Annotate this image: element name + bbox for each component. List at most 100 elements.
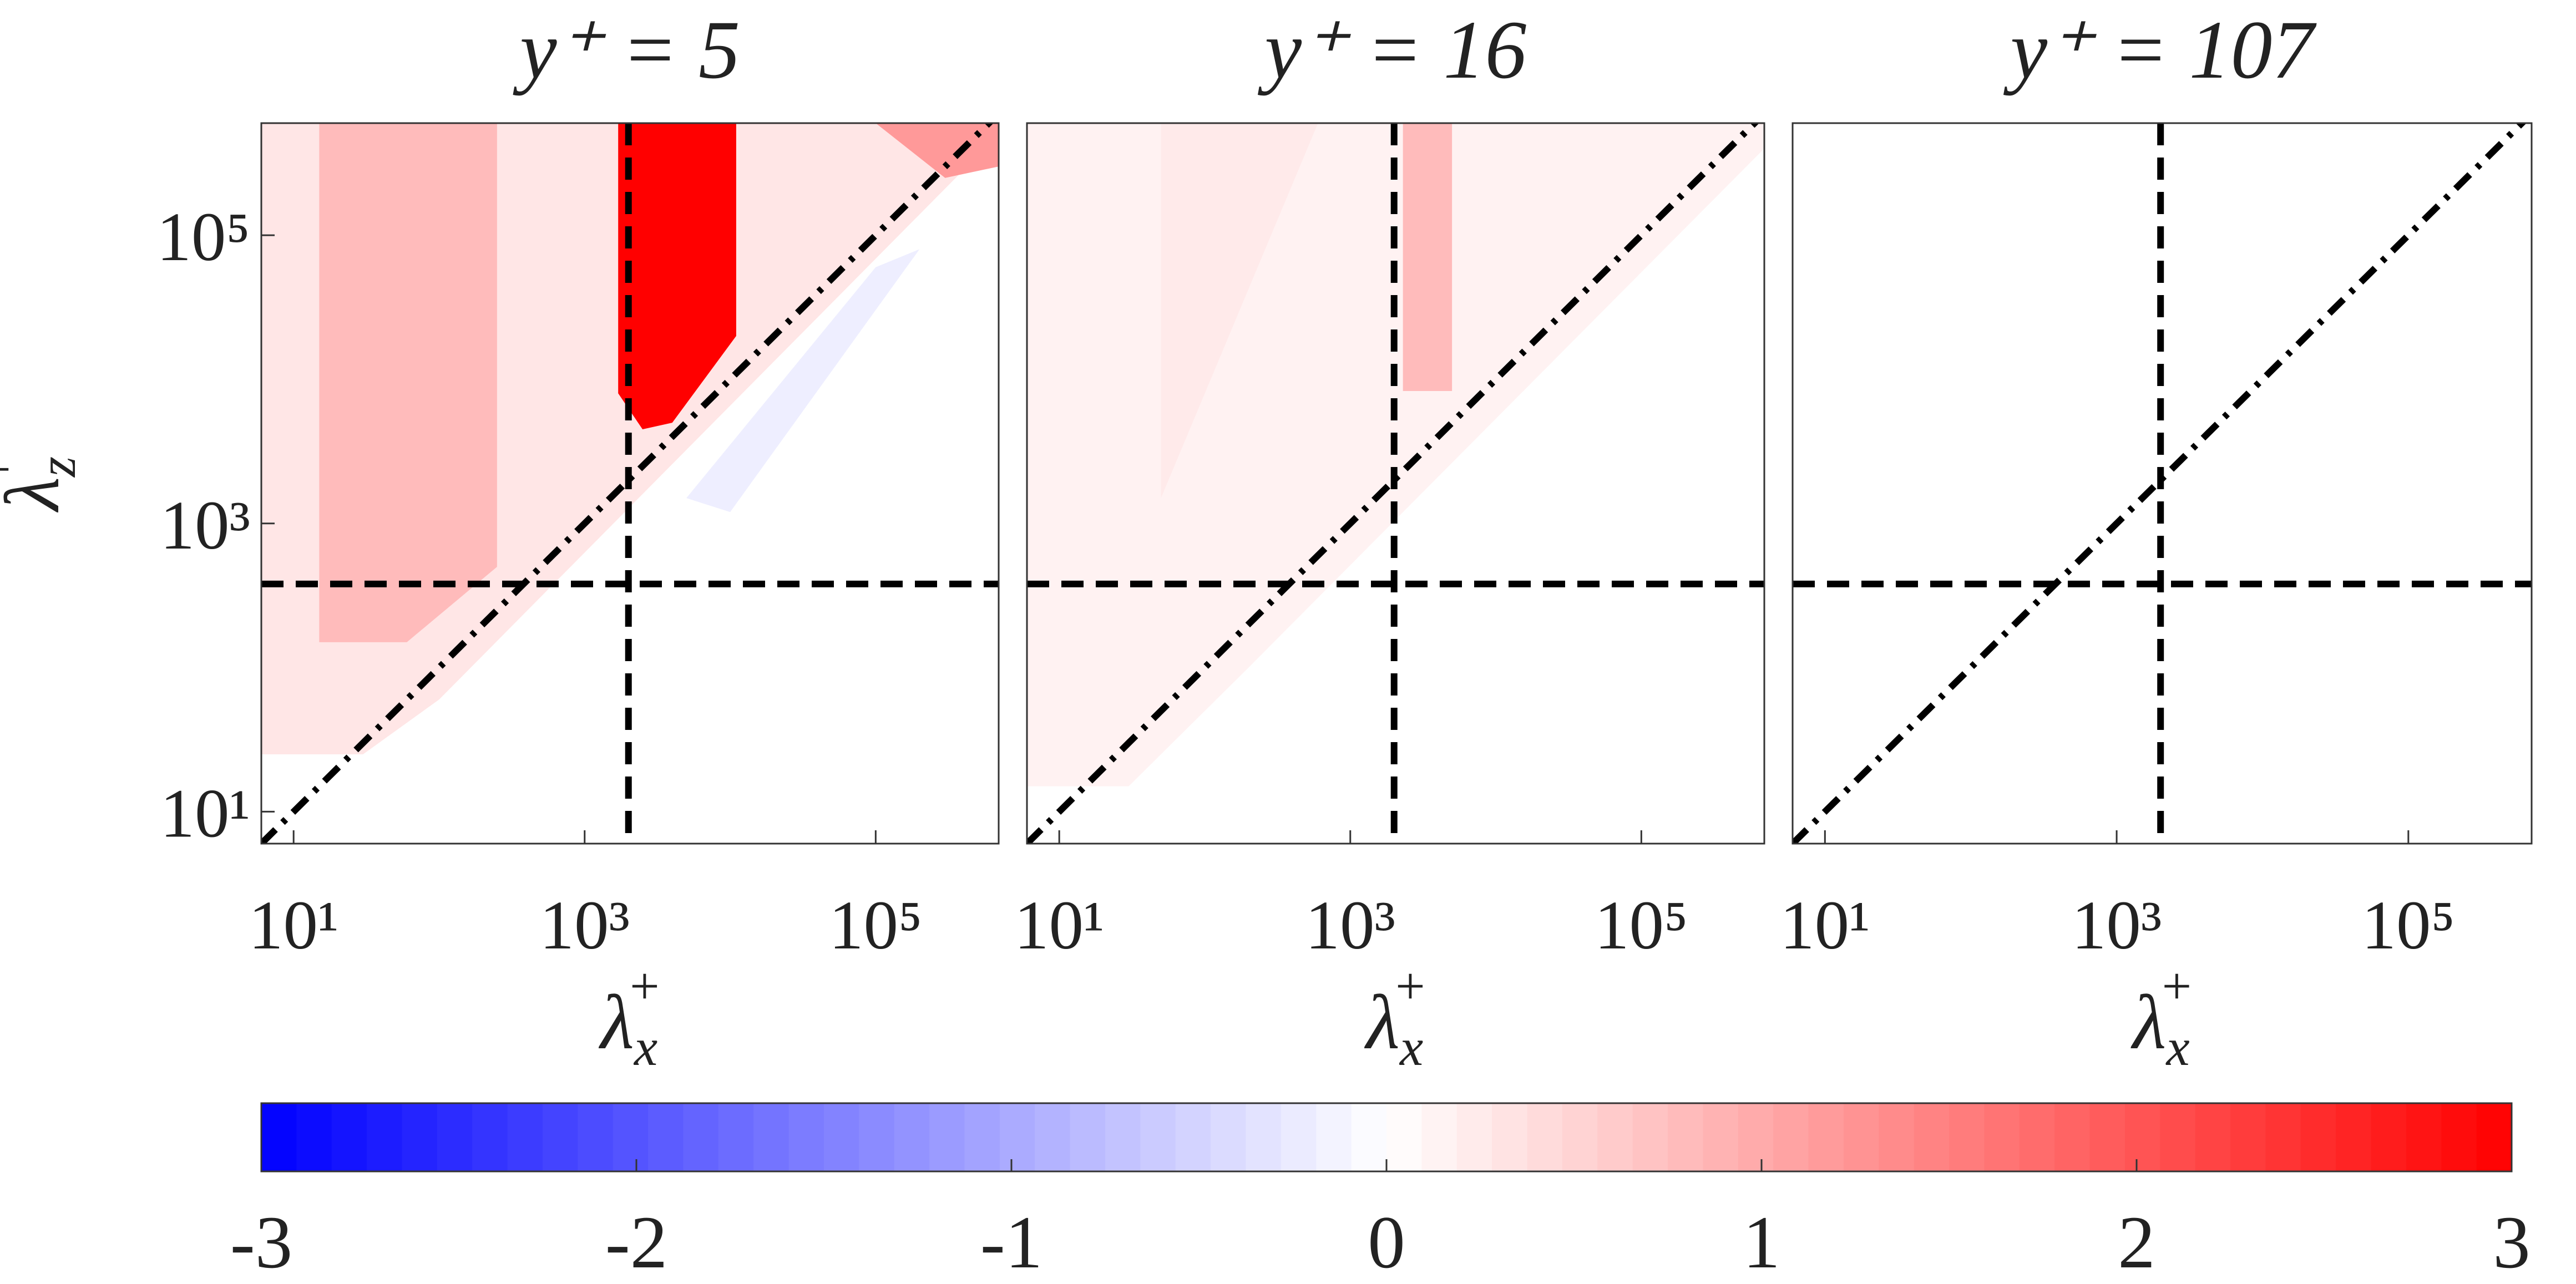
- contour-region: [686, 249, 920, 512]
- label-sub: x: [2165, 1018, 2189, 1077]
- colorbar-band: [753, 1103, 789, 1171]
- contour-region: [1161, 123, 1318, 499]
- colorbar-band: [578, 1103, 614, 1171]
- x-tick-label: 10³: [1305, 887, 1395, 964]
- colorbar-tick-label: 3: [2493, 1201, 2531, 1284]
- colorbar-band: [1808, 1103, 1844, 1171]
- label-base: λ: [1364, 980, 1400, 1065]
- colorbar-band: [1492, 1103, 1528, 1171]
- contour-region: [875, 123, 999, 178]
- colorbar-band: [788, 1103, 824, 1171]
- label-sub: x: [1399, 1018, 1423, 1077]
- colorbar-tick-label: 1: [1743, 1201, 1780, 1284]
- colorbar-band: [1773, 1103, 1809, 1171]
- colorbar-band: [543, 1103, 579, 1171]
- colorbar-band: [1386, 1103, 1423, 1171]
- colorbar-band: [2124, 1103, 2161, 1171]
- label-sub: z: [28, 456, 87, 478]
- colorbar-band: [2476, 1103, 2512, 1171]
- plot-area: [261, 123, 999, 844]
- colorbar-band: [331, 1103, 368, 1171]
- colorbar-band: [1949, 1103, 1985, 1171]
- x-tick-label: 10¹: [1014, 887, 1104, 964]
- colorbar-band: [1984, 1103, 2020, 1171]
- plot-area: [1793, 123, 2532, 844]
- x-tick-label: 10⁵: [2362, 887, 2456, 964]
- colorbar-band: [1668, 1103, 1704, 1171]
- colorbar-band: [1843, 1103, 1880, 1171]
- colorbar-band: [2406, 1103, 2442, 1171]
- colorbar-band: [1879, 1103, 1915, 1171]
- colorbar-band: [1632, 1103, 1668, 1171]
- colorbar-band: [2230, 1103, 2266, 1171]
- colorbar-band: [613, 1103, 649, 1171]
- colorbar-band: [472, 1103, 508, 1171]
- y-tick-label: 10¹: [160, 775, 250, 852]
- label-base: λ: [2130, 980, 2167, 1065]
- colorbar-band: [1351, 1103, 1387, 1171]
- colorbar-band: [1914, 1103, 1950, 1171]
- colorbar-band: [1562, 1103, 1598, 1171]
- label-sup: +: [2162, 957, 2192, 1016]
- colorbar-band: [859, 1103, 895, 1171]
- colorbar-band: [261, 1103, 297, 1171]
- xlabel: λx+: [598, 957, 659, 1077]
- colorbar-band: [437, 1103, 473, 1171]
- panel-title: y⁺ = 5: [513, 4, 740, 96]
- label-base: λ: [598, 980, 634, 1065]
- x-tick-label: 10⁵: [1595, 887, 1688, 964]
- colorbar-tick-label: 0: [1368, 1201, 1405, 1284]
- contour-region: [618, 123, 736, 430]
- axes-frame: [1026, 122, 1765, 845]
- panel-title: y⁺ = 107: [2003, 4, 2317, 96]
- colorbar-band: [2441, 1103, 2477, 1171]
- label-sub: x: [633, 1018, 657, 1077]
- y-tick-label: 10⁵: [156, 199, 250, 276]
- colorbar-tick-label: -1: [980, 1201, 1042, 1284]
- x-tick-label: 10⁵: [829, 887, 923, 964]
- colorbar-band: [824, 1103, 860, 1171]
- label-sup: +: [0, 454, 26, 484]
- colorbar-band: [296, 1103, 332, 1171]
- colorbar-band: [1421, 1103, 1457, 1171]
- colorbar-band: [648, 1103, 684, 1171]
- axes-frame: [1791, 122, 2533, 845]
- colorbar-band: [1527, 1103, 1563, 1171]
- colorbar-band: [894, 1103, 930, 1171]
- contour-region: [319, 123, 497, 642]
- colorbar-band: [367, 1103, 403, 1171]
- colorbar-tick-label: 2: [2118, 1201, 2155, 1284]
- colorbar-band: [1597, 1103, 1633, 1171]
- x-tick-label: 10³: [2072, 887, 2162, 964]
- ylabel: λz+: [0, 454, 87, 512]
- colorbar-tick-label: -3: [230, 1201, 292, 1284]
- colorbar-band: [1105, 1103, 1141, 1171]
- colorbar-band: [1246, 1103, 1282, 1171]
- y-tick-label: 10³: [160, 488, 250, 564]
- colorbar-band: [507, 1103, 543, 1171]
- colorbar-band: [2336, 1103, 2372, 1171]
- colorbar-band: [2089, 1103, 2125, 1171]
- colorbar-band: [1703, 1103, 1739, 1171]
- colorbar-band: [1456, 1103, 1493, 1171]
- colorbar-band: [1211, 1103, 1247, 1171]
- colorbar-band: [964, 1103, 1000, 1171]
- x-tick-label: 10¹: [1780, 887, 1870, 964]
- colorbar-band: [1738, 1103, 1774, 1171]
- colorbar-band: [2265, 1103, 2301, 1171]
- colorbar-band: [999, 1103, 1036, 1171]
- xlabel: λx+: [1364, 957, 1425, 1077]
- label-sup: +: [630, 957, 660, 1016]
- colorbar-band: [929, 1103, 965, 1171]
- panel-title: y⁺ = 16: [1258, 4, 1527, 96]
- x-tick-label: 10³: [540, 887, 630, 964]
- colorbar-band: [2300, 1103, 2337, 1171]
- colorbar-band: [718, 1103, 755, 1171]
- colorbar-band: [1070, 1103, 1106, 1171]
- colorbar-band: [2160, 1103, 2196, 1171]
- colorbar-band: [1281, 1103, 1317, 1171]
- plot-area: [1027, 123, 1764, 844]
- colorbar-band: [1316, 1103, 1352, 1171]
- colorbar-band: [2195, 1103, 2231, 1171]
